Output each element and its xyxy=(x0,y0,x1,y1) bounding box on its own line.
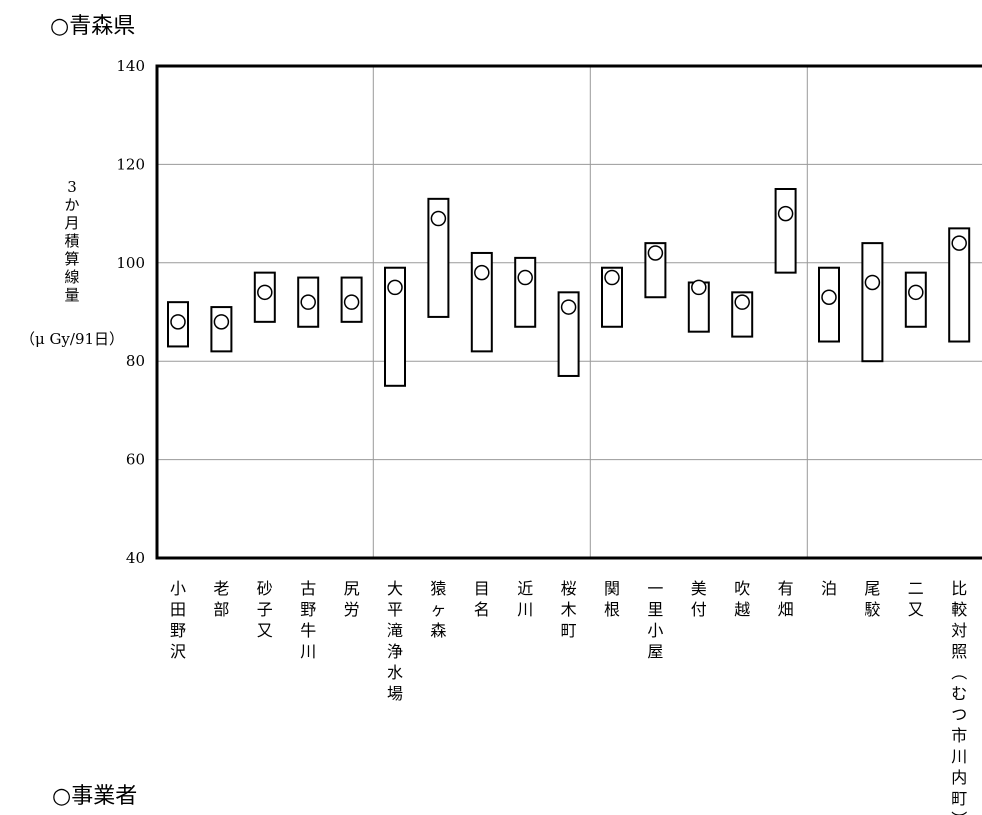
value-marker xyxy=(864,274,881,291)
range-bar xyxy=(384,266,406,387)
value-marker xyxy=(517,269,533,286)
x-category-label: 有畑 xyxy=(778,579,794,619)
x-category-label: 近川 xyxy=(517,579,533,619)
x-category-label: 尾駮 xyxy=(864,579,880,619)
value-marker xyxy=(170,314,186,330)
value-marker xyxy=(387,279,403,296)
y-axis-label-char: 算 xyxy=(64,250,80,268)
x-category-label: 関根 xyxy=(604,579,620,619)
value-marker xyxy=(951,235,967,251)
range-bar xyxy=(774,188,797,274)
x-category-label: 吹越 xyxy=(734,579,750,619)
x-category-label: 二又 xyxy=(908,579,924,619)
range-bar xyxy=(861,242,884,363)
value-marker xyxy=(691,279,707,296)
x-category-label: 尻労 xyxy=(344,579,360,619)
value-marker xyxy=(343,294,360,310)
y-axis-label-char: 量 xyxy=(64,286,80,304)
y-axis-label-char: 積 xyxy=(64,232,80,250)
x-category-label: 桜木町 xyxy=(561,579,577,640)
y-tick-label: 140 xyxy=(116,57,145,75)
x-category-label: 猿ヶ森 xyxy=(430,579,446,640)
y-axis-label-char: か xyxy=(64,196,80,214)
value-marker xyxy=(734,294,750,310)
x-category-label: 小田野沢 xyxy=(170,579,186,661)
value-marker xyxy=(560,299,577,315)
value-marker xyxy=(908,284,924,301)
y-tick-label: 120 xyxy=(116,155,145,173)
x-category-label: 大平滝浄水場 xyxy=(387,579,403,703)
value-marker xyxy=(821,289,837,305)
y-tick-label: 80 xyxy=(126,352,145,370)
y-axis-unit: （μ Gy/91日） xyxy=(19,330,125,348)
y-tick-label: 60 xyxy=(126,451,145,469)
value-marker xyxy=(777,205,794,222)
value-marker xyxy=(300,294,316,310)
value-marker xyxy=(213,314,230,330)
section-title-operator: ○事業者 xyxy=(52,784,138,809)
x-category-label: 一里小屋 xyxy=(647,579,663,661)
value-marker xyxy=(430,210,447,227)
y-axis-label-char: 3 xyxy=(67,178,77,196)
x-category-label: 砂子又 xyxy=(257,579,273,640)
value-marker xyxy=(647,245,664,261)
y-axis-label-char: 月 xyxy=(64,214,80,232)
y-tick-label: 100 xyxy=(116,254,145,272)
x-category-label: 目名 xyxy=(474,579,490,619)
x-category-label: 泊 xyxy=(821,579,837,598)
range-bar xyxy=(427,197,450,318)
x-category-label: 比較対照︵むつ市川内町︶ xyxy=(951,579,967,815)
value-marker xyxy=(257,284,273,301)
range-bar xyxy=(557,291,580,377)
y-tick-label: 40 xyxy=(126,549,145,567)
x-category-label: 老部 xyxy=(213,579,229,619)
value-marker xyxy=(604,269,620,286)
value-marker xyxy=(474,264,490,281)
range-bar xyxy=(948,227,971,343)
range-bar xyxy=(514,256,537,328)
y-axis-label-char: 線 xyxy=(64,268,80,286)
x-category-label: 美付 xyxy=(691,579,707,619)
section-title-prefecture: ○青森県 xyxy=(50,14,136,39)
x-category-label: 古野牛川 xyxy=(300,579,316,661)
